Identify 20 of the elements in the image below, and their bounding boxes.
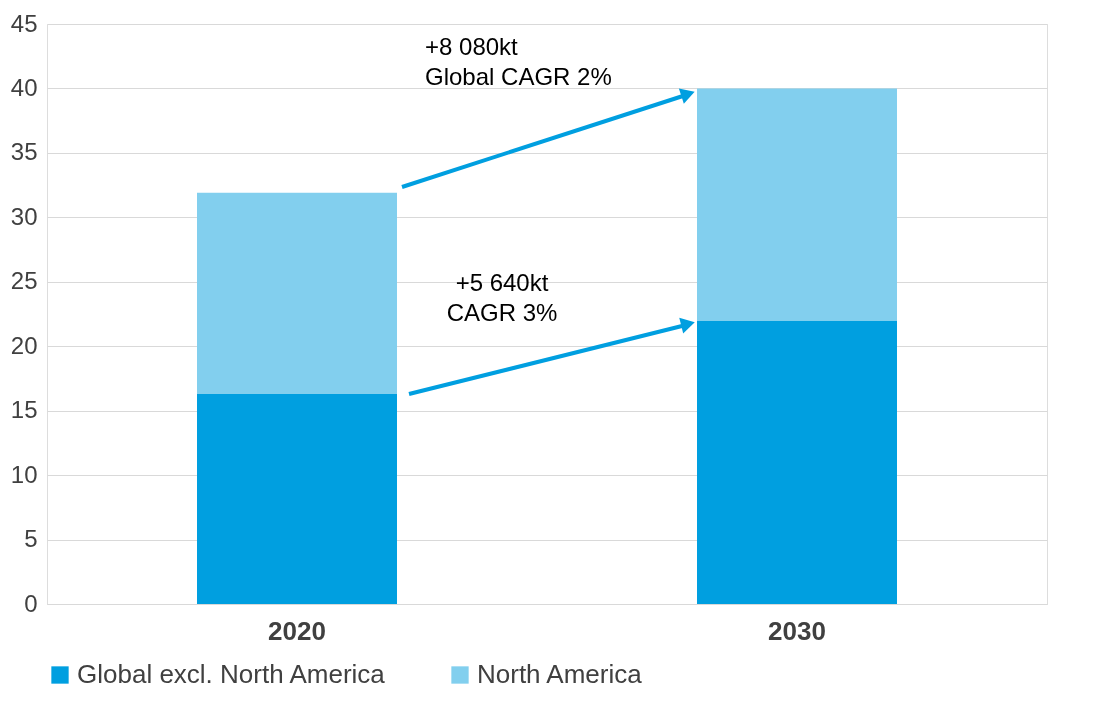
x-tick-label: 2030 [768,615,826,646]
bar [197,393,397,604]
legend-label: North America [477,659,643,689]
y-tick-label: 15 [10,396,38,424]
y-tick-label: 30 [10,202,38,230]
y-tick-label: 20 [10,331,38,359]
x-tick-label: 2020 [268,615,326,646]
bar [697,88,897,321]
legend-label: Global excl. North America [77,659,386,689]
y-tick-label: 35 [10,138,38,166]
bar [197,192,397,394]
y-tick-label: 45 [10,9,38,37]
bar [697,320,897,604]
y-tick-label: 25 [10,267,38,295]
annotation: +8 080kt Global CAGR 2% [425,33,612,90]
y-tick-label: 0 [24,589,38,617]
y-tick-label: 5 [24,525,38,553]
annotation: +5 640kt CAGR 3% [446,269,558,326]
y-tick-label: 40 [10,73,38,101]
y-tick-label: 10 [10,460,38,488]
